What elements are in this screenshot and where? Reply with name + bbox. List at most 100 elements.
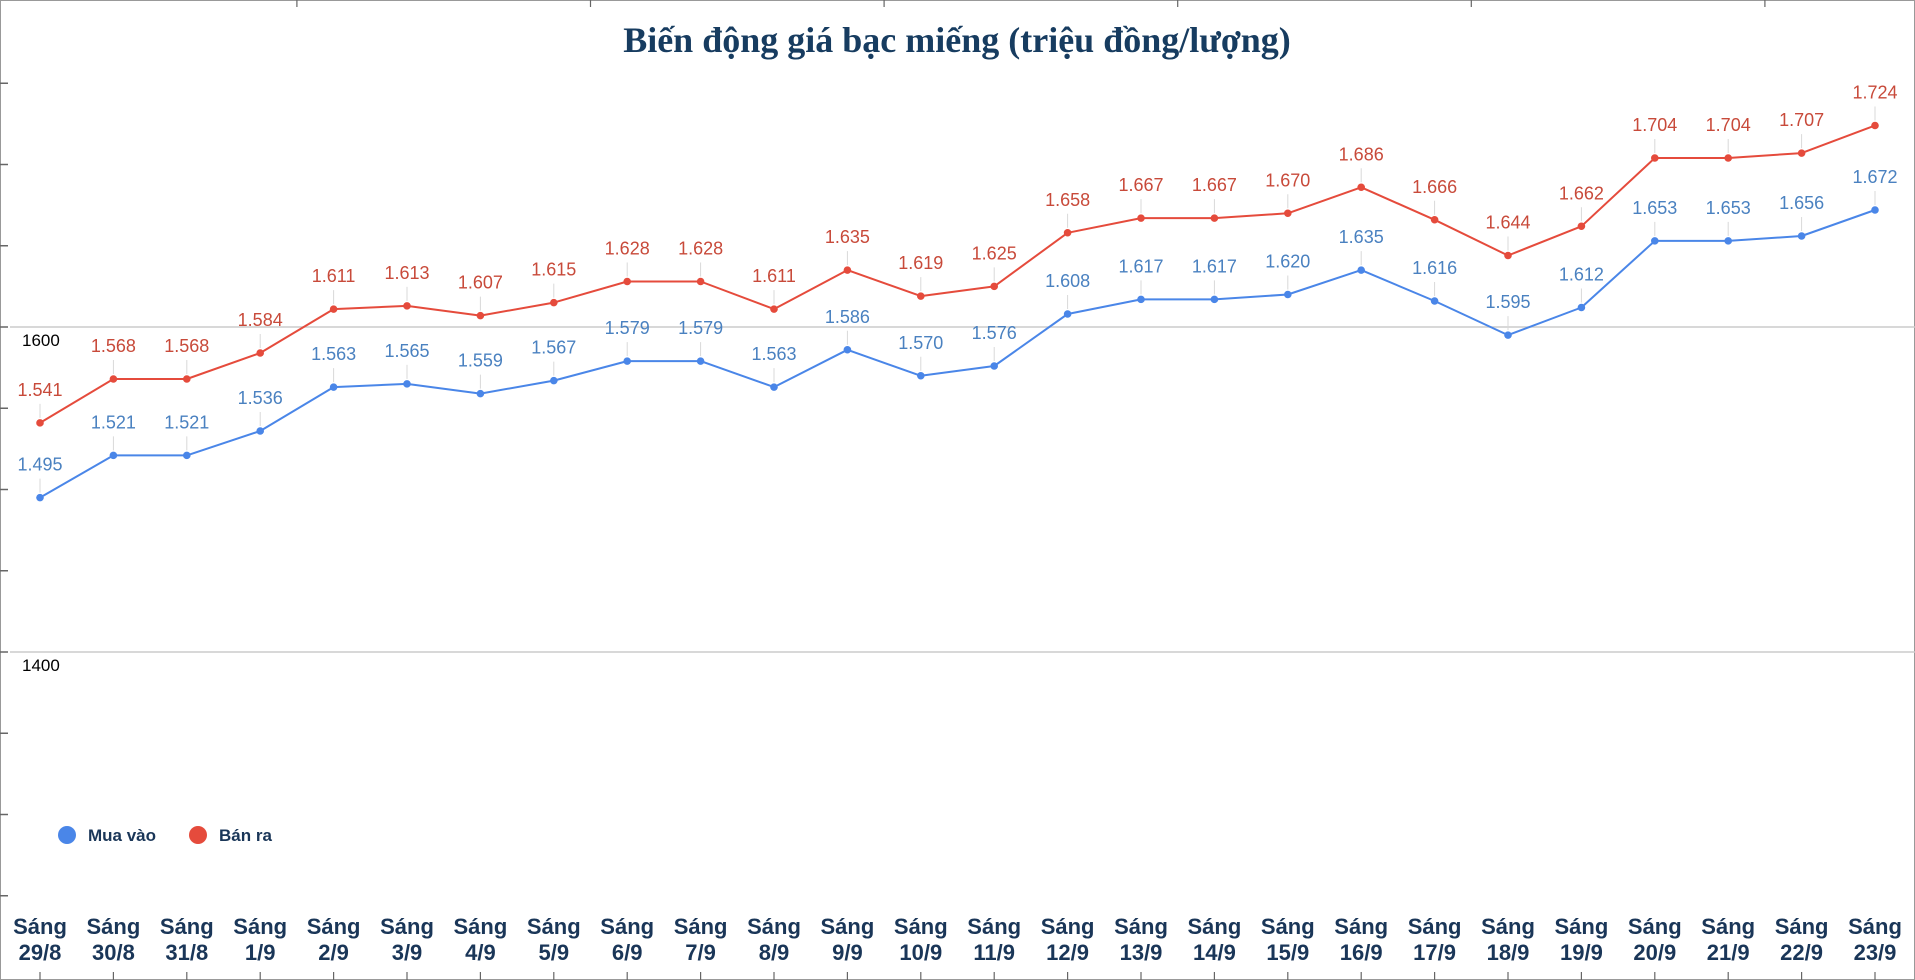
legend-marker [58, 826, 76, 844]
data-point [623, 357, 631, 365]
x-tick-label: Sáng [967, 914, 1021, 939]
data-point [990, 282, 998, 291]
data-label: 1.653 [1632, 198, 1677, 218]
x-tick-label: Sáng [160, 914, 214, 939]
data-point [1797, 232, 1806, 240]
data-point [550, 376, 558, 385]
data-label: 1.570 [898, 333, 943, 353]
data-label: 1.559 [458, 351, 503, 371]
legend-label: Mua vào [88, 826, 156, 845]
data-label: 1.521 [164, 412, 209, 432]
data-point [109, 375, 118, 383]
x-tick-label: 21/9 [1707, 940, 1750, 965]
x-tick-label: Sáng [674, 914, 728, 939]
x-tick-label: Sáng [747, 914, 801, 939]
x-tick-label: 30/8 [92, 940, 135, 965]
data-point [1357, 183, 1365, 192]
data-point [256, 427, 265, 435]
y-tick-label: 1400 [22, 656, 60, 675]
data-label: 1.521 [91, 412, 136, 432]
data-point [770, 305, 778, 313]
x-tick-label: 15/9 [1266, 940, 1309, 965]
data-point [1357, 266, 1365, 274]
x-tick-label: Sáng [1114, 914, 1168, 939]
x-tick-label: 22/9 [1780, 940, 1823, 965]
data-label: 1.635 [825, 227, 870, 247]
data-point [1724, 154, 1732, 162]
data-label: 1.563 [751, 344, 796, 364]
data-point [403, 302, 411, 310]
x-tick-label: 17/9 [1413, 940, 1456, 965]
data-label: 1.686 [1339, 144, 1384, 164]
series-line-mua-vao [39, 209, 1876, 499]
x-tick-label: Sáng [894, 914, 948, 939]
data-label: 1.628 [678, 239, 723, 259]
x-tick-label: Sáng [87, 914, 141, 939]
x-tick-label: 6/9 [612, 940, 643, 965]
axis-ticks: 1400 1600 [0, 0, 1876, 980]
data-label: 1.704 [1632, 115, 1677, 135]
x-tick-label: Sáng [1555, 914, 1609, 939]
data-label: 1.568 [91, 336, 136, 356]
x-tick-label: Sáng [233, 914, 287, 939]
data-label: 1.666 [1412, 177, 1457, 197]
data-point [917, 292, 925, 300]
x-tick-label: 4/9 [465, 940, 496, 965]
data-label: 1.656 [1779, 193, 1824, 213]
x-tick-label: Sáng [1481, 914, 1535, 939]
data-label: 1.612 [1559, 265, 1604, 285]
data-point [183, 451, 191, 460]
data-point [843, 266, 852, 274]
data-label: 1.536 [238, 388, 283, 408]
grid-lines [10, 326, 1915, 653]
data-label: 1.667 [1118, 175, 1163, 195]
legend-marker [189, 826, 207, 844]
x-tick-label: 16/9 [1340, 940, 1383, 965]
data-label: 1.628 [605, 239, 650, 259]
x-tick-label: Sáng [1628, 914, 1682, 939]
data-label: 1.595 [1485, 292, 1530, 312]
data-point [329, 383, 338, 391]
data-labels: 1.495 1.521 1.521 1.536 1.563 1.565 1.559 1.567… [17, 83, 1897, 475]
data-label: 1.644 [1485, 213, 1530, 233]
x-tick-label: 5/9 [539, 940, 570, 965]
x-tick-label: Sáng [13, 914, 67, 939]
x-tick-label: 1/9 [245, 940, 276, 965]
x-tick-label: Sáng [1775, 914, 1829, 939]
data-point [696, 357, 705, 365]
data-point [1504, 331, 1512, 339]
x-tick-label: Sáng [1188, 914, 1242, 939]
data-point [1430, 297, 1439, 305]
x-tick-label: 2/9 [318, 940, 349, 965]
x-tick-label: 10/9 [899, 940, 942, 965]
x-tick-label: 12/9 [1046, 940, 1089, 965]
data-label: 1.672 [1852, 167, 1897, 187]
data-point [623, 277, 631, 286]
data-label: 1.617 [1192, 256, 1237, 276]
data-point [329, 305, 338, 313]
data-point [1137, 295, 1145, 304]
chart-title: Biến động giá bạc miếng (triệu đồng/lượn… [623, 20, 1291, 60]
data-label: 1.658 [1045, 190, 1090, 210]
data-point [990, 362, 998, 370]
data-point [476, 311, 485, 320]
data-label: 1.707 [1779, 110, 1824, 130]
x-tick-label: 11/9 [973, 940, 1015, 965]
data-label: 1.635 [1339, 227, 1384, 247]
x-tick-label: Sáng [454, 914, 508, 939]
data-point [1724, 237, 1732, 245]
data-point [1210, 214, 1219, 222]
data-point [1284, 209, 1292, 218]
data-label: 1.613 [384, 263, 429, 283]
data-point [109, 451, 118, 460]
x-tick-label: 19/9 [1560, 940, 1603, 965]
data-point [1063, 228, 1072, 237]
x-tick-label: Sáng [527, 914, 581, 939]
data-label: 1.620 [1265, 252, 1310, 272]
data-label: 1.586 [825, 307, 870, 327]
data-label: 1.704 [1706, 115, 1751, 135]
data-label: 1.565 [384, 341, 429, 361]
data-label: 1.616 [1412, 258, 1457, 278]
data-label: 1.611 [752, 266, 796, 286]
